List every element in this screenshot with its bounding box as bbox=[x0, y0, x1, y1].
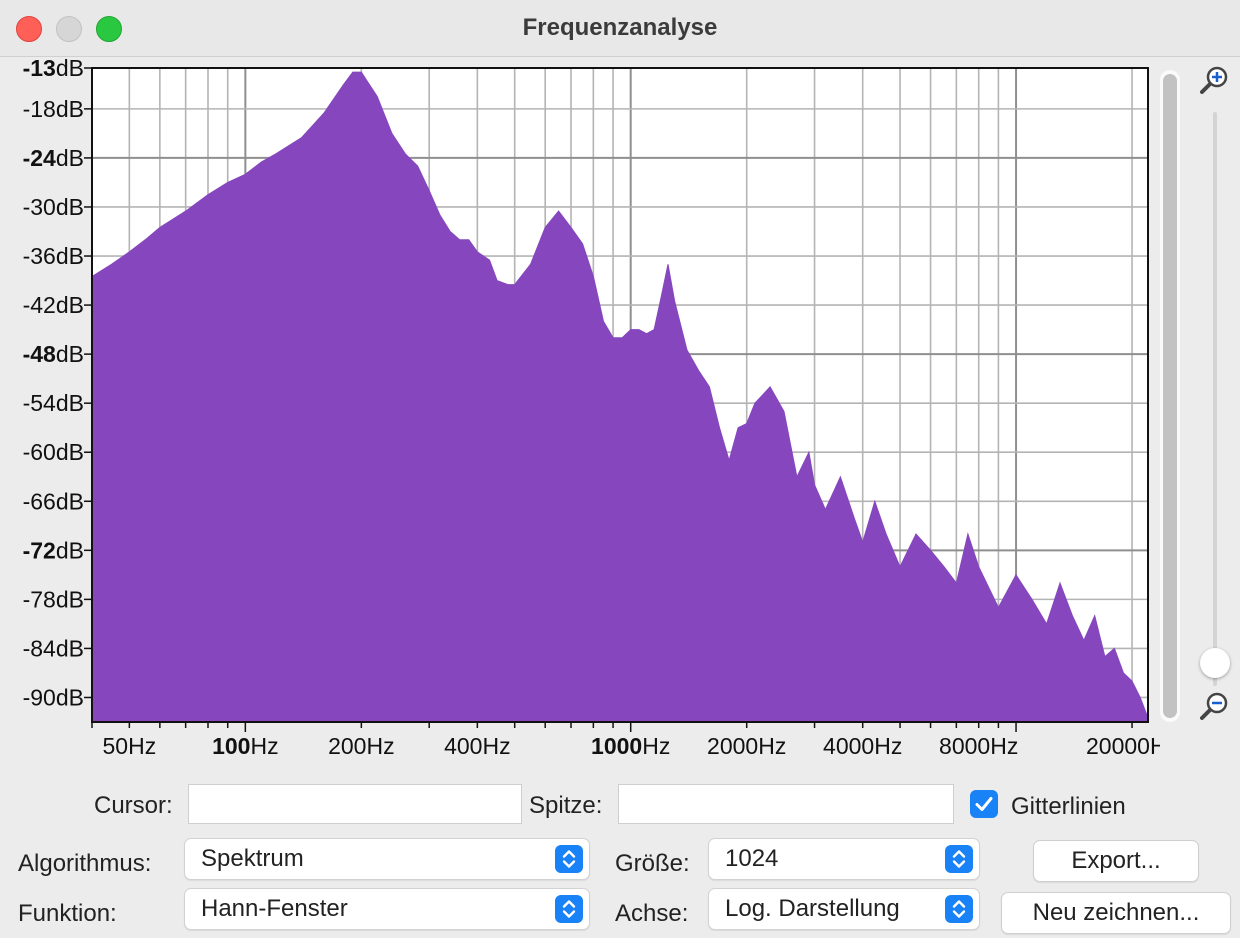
x-tick-label: 20000Hz bbox=[1086, 733, 1160, 759]
y-tick-label: -24dB bbox=[23, 145, 84, 171]
x-tick-label: 50Hz bbox=[102, 733, 156, 759]
maximize-window-button[interactable] bbox=[96, 16, 122, 42]
y-tick-label: -78dB bbox=[23, 586, 84, 612]
x-tick-label: 8000Hz bbox=[939, 733, 1018, 759]
minimize-window-button[interactable] bbox=[56, 16, 82, 42]
updown-chevron-icon bbox=[945, 895, 973, 923]
algorithm-value: Spektrum bbox=[201, 845, 304, 872]
vertical-scrollbar-thumb[interactable] bbox=[1163, 74, 1177, 718]
y-tick-label: -30dB bbox=[23, 194, 84, 220]
spectrum-area bbox=[91, 71, 1149, 723]
zoom-slider-thumb[interactable] bbox=[1200, 648, 1230, 678]
y-tick-label: -84dB bbox=[23, 635, 84, 661]
y-tick-label: -18dB bbox=[23, 96, 84, 122]
peak-label: Spitze: bbox=[529, 792, 603, 819]
y-tick-label: -36dB bbox=[23, 243, 84, 269]
y-tick-label: -66dB bbox=[23, 488, 84, 514]
size-value: 1024 bbox=[725, 845, 779, 872]
zoom-in-icon[interactable] bbox=[1198, 64, 1230, 96]
export-button[interactable]: Export... bbox=[1033, 840, 1199, 882]
y-tick-label: -13dB bbox=[23, 56, 84, 81]
x-tick-label: 200Hz bbox=[328, 733, 395, 759]
y-tick-label: -60dB bbox=[23, 439, 84, 465]
function-value: Hann-Fenster bbox=[201, 895, 348, 922]
cursor-field[interactable] bbox=[188, 784, 522, 824]
x-tick-label: 100Hz bbox=[212, 733, 279, 759]
size-select[interactable]: 1024 bbox=[708, 838, 980, 880]
axis-label: Achse: bbox=[615, 900, 689, 927]
algorithm-label: Algorithmus: bbox=[18, 850, 152, 877]
function-label: Funktion: bbox=[18, 900, 117, 927]
y-tick-label: -90dB bbox=[23, 684, 84, 710]
x-tick-label: 1000Hz bbox=[591, 733, 670, 759]
close-window-button[interactable] bbox=[16, 16, 42, 42]
spectrum-chart[interactable]: -13dB -18dB -24dB -30dB -36dB -42dB -48dB -54dB… bbox=[0, 56, 1160, 776]
zoom-slider-track[interactable] bbox=[1213, 112, 1217, 686]
updown-chevron-icon bbox=[555, 895, 583, 923]
grid-checkbox[interactable] bbox=[970, 790, 998, 818]
x-tick-label: 400Hz bbox=[444, 733, 511, 759]
x-tick-label: 4000Hz bbox=[823, 733, 902, 759]
peak-field[interactable] bbox=[618, 784, 954, 824]
window-title: Frequenzanalyse bbox=[522, 14, 718, 41]
x-tick-label: 2000Hz bbox=[707, 733, 786, 759]
title-bar: Frequenzanalyse bbox=[0, 0, 1240, 57]
size-label: Größe: bbox=[615, 850, 690, 877]
updown-chevron-icon bbox=[555, 845, 583, 873]
y-tick-label: -42dB bbox=[23, 292, 84, 318]
axis-select[interactable]: Log. Darstellung bbox=[708, 888, 980, 930]
axis-value: Log. Darstellung bbox=[725, 895, 900, 922]
y-tick-label: -54dB bbox=[23, 390, 84, 416]
zoom-out-icon[interactable] bbox=[1198, 690, 1230, 722]
updown-chevron-icon bbox=[945, 845, 973, 873]
y-tick-label: -72dB bbox=[23, 537, 84, 563]
checkmark-icon bbox=[975, 797, 993, 811]
function-select[interactable]: Hann-Fenster bbox=[184, 888, 590, 930]
plot-border bbox=[91, 67, 1149, 723]
cursor-label: Cursor: bbox=[94, 792, 173, 819]
redraw-button[interactable]: Neu zeichnen... bbox=[1001, 892, 1231, 934]
y-tick-label: -48dB bbox=[23, 341, 84, 367]
algorithm-select[interactable]: Spektrum bbox=[184, 838, 590, 880]
grid-label: Gitterlinien bbox=[1011, 793, 1126, 820]
